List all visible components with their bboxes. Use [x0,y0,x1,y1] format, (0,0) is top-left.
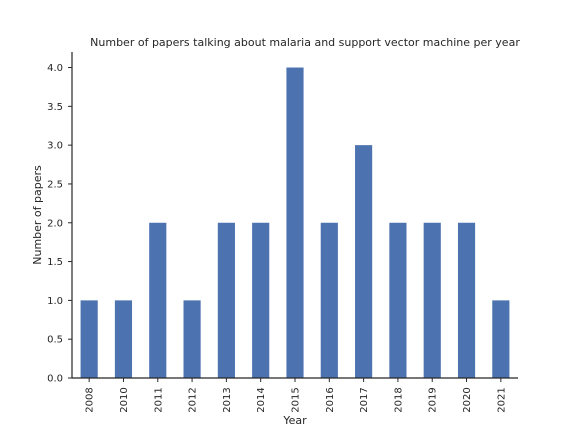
bar-2013 [217,222,235,378]
x-tick-label: 2017 [359,387,370,412]
x-tick-label: 2011 [153,387,164,412]
bar-2016 [320,222,338,378]
y-tick-label: 1.0 [47,296,63,307]
bar-2010 [114,300,133,378]
y-tick-label: 0.5 [47,335,63,346]
y-tick-label: 3.0 [47,141,63,152]
x-tick-label: 2019 [428,387,439,412]
y-tick-label: 4.0 [47,63,63,74]
x-tick-label: 2018 [393,387,404,412]
bar-2017 [355,145,373,378]
y-tick-label: 2.0 [47,218,63,229]
x-tick-label: 2016 [325,387,336,412]
x-tick-label: 2020 [462,387,473,412]
bar-2008 [80,300,98,378]
bars-group [80,67,510,379]
x-tick-label: 2012 [188,387,199,412]
bar-2021 [492,300,510,378]
bar-2011 [149,222,167,378]
y-axis-ticks: 0.0 0.5 1.0 1.5 2.0 2.5 3.0 3.5 4.0 [47,63,72,385]
x-tick-label: 2013 [222,387,233,412]
x-tick-label: 2021 [496,387,507,412]
x-tick-label: 2014 [256,387,267,412]
bar-2014 [252,222,270,378]
y-tick-label: 3.5 [47,102,63,113]
x-tick-label: 2015 [291,387,302,412]
y-tick-label: 1.5 [47,257,63,268]
bar-2015 [286,67,304,379]
bar-2018 [389,222,407,378]
y-tick-label: 2.5 [47,179,63,190]
bar-2019 [423,222,441,378]
bar-2012 [183,300,201,378]
y-axis-label: Number of papers [31,165,44,265]
x-tick-label: 2008 [85,387,96,412]
chart-title: Number of papers talking about malaria a… [90,36,520,49]
x-axis-ticks: 2008 2010 2011 2012 2013 2014 2015 2016 2017 2018… [85,378,507,413]
x-tick-label: 2010 [119,387,130,412]
x-axis-label: Year [282,414,307,427]
bar-2020 [457,222,476,378]
y-tick-label: 0.0 [47,374,63,385]
